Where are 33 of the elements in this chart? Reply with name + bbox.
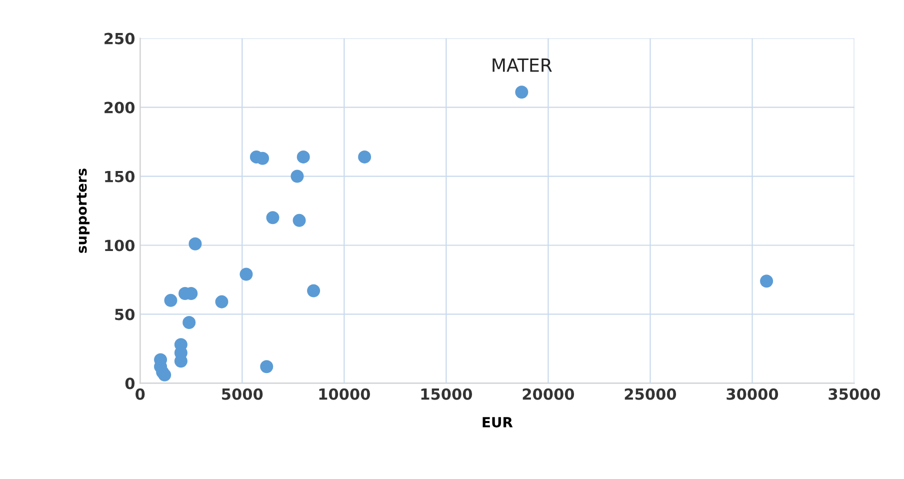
x-tick-label: 10000 bbox=[319, 388, 370, 400]
point bbox=[240, 268, 253, 281]
y-tick-label: 50 bbox=[115, 308, 135, 320]
x-tick-label: 15000 bbox=[421, 388, 472, 400]
point bbox=[164, 294, 178, 307]
point bbox=[290, 170, 304, 183]
point bbox=[307, 284, 320, 298]
x-tick-label: 30000 bbox=[726, 388, 778, 400]
x-axis-title: EUR bbox=[482, 417, 513, 428]
point bbox=[256, 152, 270, 165]
x-tick-label: 35000 bbox=[828, 388, 880, 400]
y-axis-title: supporters bbox=[76, 168, 90, 253]
point bbox=[515, 86, 528, 99]
point bbox=[215, 295, 228, 308]
point bbox=[260, 360, 274, 374]
y-tick-label: 250 bbox=[104, 32, 135, 44]
point bbox=[266, 211, 280, 224]
point bbox=[182, 316, 196, 330]
y-tick-label: 0 bbox=[125, 378, 135, 390]
point bbox=[358, 150, 372, 164]
annotation: MATER bbox=[492, 58, 552, 72]
point bbox=[292, 214, 306, 227]
x-tick-label: 5000 bbox=[222, 388, 263, 400]
x-tick-label: 25000 bbox=[624, 388, 676, 400]
point bbox=[158, 368, 172, 382]
point bbox=[760, 274, 774, 288]
point bbox=[188, 237, 202, 250]
x-tick-label: 0 bbox=[136, 388, 145, 400]
y-tick-label: 200 bbox=[104, 102, 135, 114]
y-tick-label: 100 bbox=[105, 240, 135, 252]
x-tick-label: 20000 bbox=[522, 388, 574, 400]
y-tick-label: 150 bbox=[105, 170, 135, 182]
point bbox=[296, 150, 310, 164]
